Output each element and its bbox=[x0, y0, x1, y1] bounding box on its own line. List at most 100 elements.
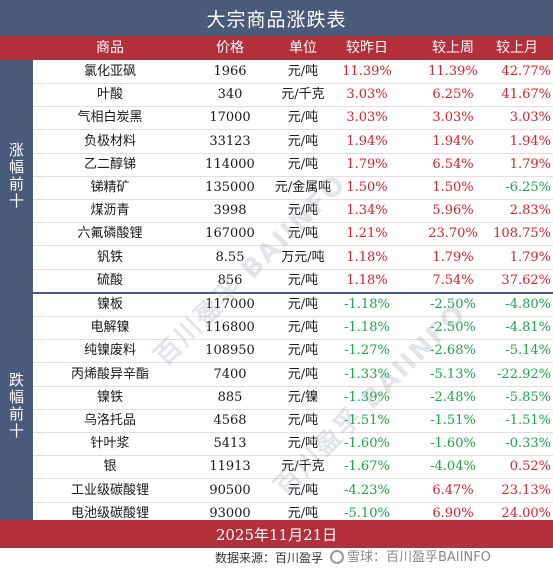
cell-week: 1.50% bbox=[432, 180, 474, 195]
cell-price: 33123 bbox=[209, 133, 251, 149]
cell-price: 135000 bbox=[205, 180, 255, 195]
cell-week: 1.79% bbox=[432, 249, 474, 265]
cell-day: -5.10% bbox=[344, 505, 390, 521]
cell-price: 856 bbox=[217, 272, 243, 288]
cell-day: -1.60% bbox=[344, 436, 390, 452]
table-row: 叶酸 340 元/千克 3.03% 6.25% 41.67% bbox=[33, 83, 553, 108]
cell-unit: 元/吨 bbox=[287, 413, 319, 428]
cell-name: 镍板 bbox=[96, 297, 123, 312]
table-row: 工业级碳酸锂 90500 元/吨 -4.23% 6.47% 23.13% bbox=[33, 479, 553, 503]
cell-week: -5.13% bbox=[430, 366, 476, 382]
cell-unit: 元/吨 bbox=[287, 64, 319, 79]
cell-month: 23.13% bbox=[501, 482, 551, 498]
cell-week: 11.39% bbox=[428, 64, 478, 79]
cell-price: 5413 bbox=[213, 436, 247, 452]
cell-week: -4.04% bbox=[430, 459, 476, 475]
header-row: 商品 价格 单位 较昨日 较上周 较上月 bbox=[0, 36, 553, 60]
table-row: 针叶浆 5413 元/吨 -1.60% -1.60% -0.33% bbox=[33, 432, 553, 457]
cell-month: 24.00% bbox=[501, 505, 551, 521]
cell-week: 23.70% bbox=[428, 226, 478, 242]
cell-month: 41.67% bbox=[501, 87, 551, 103]
header-unit: 单位 bbox=[289, 40, 317, 56]
xueqiu-icon bbox=[330, 550, 344, 564]
cell-day: -1.18% bbox=[344, 320, 390, 336]
table-row: 氯化亚砜 1966 元/吨 11.39% 11.39% 42.77% bbox=[33, 60, 553, 84]
table-row: 丙烯酸异辛酯 7400 元/吨 -1.33% -5.13% -22.92% bbox=[33, 363, 553, 387]
cell-month: -6.25% bbox=[505, 180, 551, 195]
cell-week: -1.60% bbox=[430, 436, 476, 452]
table-row: 纯镍废料 108950 元/吨 -1.27% -2.68% -5.14% bbox=[33, 339, 553, 364]
cell-name: 电解镍 bbox=[90, 320, 130, 336]
cell-unit: 元/吨 bbox=[287, 203, 319, 219]
cell-unit: 元/吨 bbox=[287, 436, 319, 452]
cell-name: 乌洛托品 bbox=[83, 413, 136, 428]
cell-name: 六氟磷酸锂 bbox=[77, 226, 143, 242]
cell-month: -4.81% bbox=[505, 320, 551, 336]
cell-week: -2.50% bbox=[430, 297, 476, 312]
table-row: 钒铁 8.55 万元/吨 1.18% 1.79% 1.79% bbox=[33, 246, 553, 270]
table-row: 煤沥青 3998 元/吨 1.34% 5.96% 2.83% bbox=[33, 199, 553, 224]
group-label-up: 涨幅前十 bbox=[0, 60, 33, 292]
cell-unit: 元/吨 bbox=[287, 156, 319, 172]
cell-week: 6.47% bbox=[432, 482, 474, 498]
cell-month: -5.14% bbox=[505, 343, 551, 359]
cell-day: 1.79% bbox=[346, 156, 388, 172]
cell-unit: 元/吨 bbox=[287, 226, 319, 242]
cell-unit: 元/吨 bbox=[287, 343, 319, 359]
table-row: 镍板 117000 元/吨 -1.18% -2.50% -4.80% bbox=[33, 293, 553, 317]
cell-week: 6.90% bbox=[432, 505, 474, 521]
group-label-down: 跌幅前十 bbox=[0, 292, 33, 520]
cell-month: -1.51% bbox=[505, 413, 551, 428]
cell-week: -2.68% bbox=[430, 343, 476, 359]
footer-source-bar: 数据来源：百川盈孚 雪球：百川盈孚BAIINFO bbox=[0, 548, 553, 568]
cell-price: 11913 bbox=[209, 459, 251, 475]
xueqiu-text: 雪球：百川盈孚BAIINFO bbox=[347, 550, 491, 565]
table-row: 负极材料 33123 元/吨 1.94% 1.94% 1.94% bbox=[33, 130, 553, 154]
cell-week: 7.54% bbox=[432, 272, 474, 288]
cell-name: 丙烯酸异辛酯 bbox=[70, 366, 149, 382]
cell-month: 1.94% bbox=[509, 133, 551, 149]
cell-day: -1.67% bbox=[344, 459, 390, 475]
cell-unit: 元/镍 bbox=[287, 389, 319, 405]
cell-price: 1966 bbox=[213, 64, 247, 79]
xueqiu-watermark: 雪球：百川盈孚BAIINFO bbox=[330, 548, 491, 568]
header-week: 较上周 bbox=[432, 40, 474, 56]
cell-day: -1.27% bbox=[344, 343, 390, 359]
cell-month: -22.92% bbox=[497, 366, 551, 382]
cell-name: 硫酸 bbox=[96, 272, 123, 288]
cell-day: 11.39% bbox=[342, 64, 392, 79]
cell-unit: 元/千克 bbox=[281, 459, 325, 475]
cell-day: -4.23% bbox=[344, 482, 390, 498]
cell-day: 1.34% bbox=[346, 203, 388, 219]
cell-name: 叶酸 bbox=[96, 87, 123, 103]
cell-day: -1.51% bbox=[344, 413, 390, 428]
cell-month: 1.79% bbox=[509, 156, 551, 172]
cell-day: -1.39% bbox=[344, 389, 390, 405]
cell-name: 煤沥青 bbox=[90, 203, 130, 219]
cell-price: 3998 bbox=[213, 203, 247, 219]
table-row: 硫酸 856 元/吨 1.18% 7.54% 37.62% bbox=[33, 269, 553, 293]
cell-month: 108.75% bbox=[493, 226, 551, 242]
table-row: 镍铁 885 元/镍 -1.39% -2.48% -5.85% bbox=[33, 386, 553, 410]
cell-month: -0.33% bbox=[505, 436, 551, 452]
cell-month: 2.83% bbox=[509, 203, 551, 219]
cell-week: 1.94% bbox=[432, 133, 474, 149]
cell-name: 乙二醇锑 bbox=[83, 156, 136, 172]
cell-month: 1.79% bbox=[509, 249, 551, 265]
cell-price: 8.55 bbox=[215, 249, 245, 265]
header-day: 较昨日 bbox=[346, 40, 388, 56]
cell-week: -2.50% bbox=[430, 320, 476, 336]
cell-price: 114000 bbox=[205, 156, 255, 172]
cell-price: 90500 bbox=[209, 482, 251, 498]
header-name: 商品 bbox=[96, 40, 124, 56]
cell-month: -5.85% bbox=[505, 389, 551, 405]
cell-name: 电池级碳酸锂 bbox=[70, 505, 149, 521]
cell-unit: 元/吨 bbox=[287, 110, 319, 126]
header-price: 价格 bbox=[216, 40, 244, 56]
header-month: 较上月 bbox=[496, 40, 538, 56]
cell-unit: 元/金属吨 bbox=[274, 180, 332, 195]
cell-price: 7400 bbox=[213, 366, 247, 382]
cell-week: 5.96% bbox=[432, 203, 474, 219]
cell-name: 气相白炭黑 bbox=[77, 110, 143, 126]
table-row: 六氟磷酸锂 167000 元/吨 1.21% 23.70% 108.75% bbox=[33, 222, 553, 247]
